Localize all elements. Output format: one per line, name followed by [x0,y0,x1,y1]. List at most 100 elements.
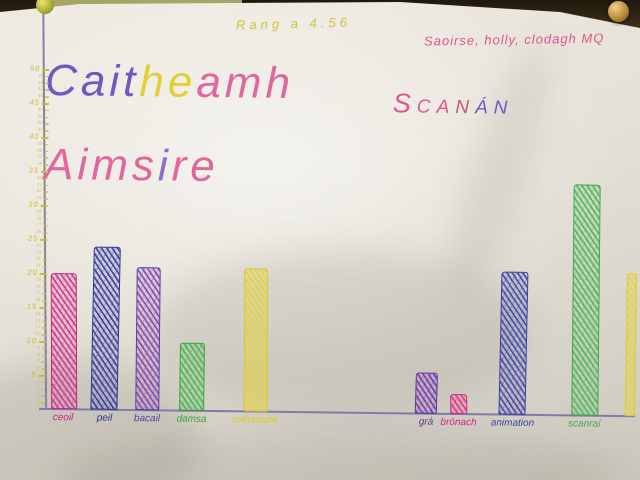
title-letter: a [196,57,226,108]
y-axis-minor-label: 24 [36,242,42,248]
y-axis-tick-label: 30 [28,199,39,209]
y-axis-tick-label: 50 [29,63,41,73]
y-axis-minor-tick [41,361,46,363]
y-axis-minor-label: 27 [36,222,42,228]
bar-scanraí [571,184,601,416]
y-axis-minor-tick [42,259,47,261]
y-axis-minor-tick [41,368,46,370]
title-letter: h [139,57,169,107]
chart-title-scanan: Scanán [393,88,514,120]
y-axis-minor-label: 21 [35,263,41,269]
y-axis-minor-label: 48 [38,79,44,85]
y-axis-tick-label: 10 [26,335,38,345]
y-axis-minor-label: 28 [36,215,42,221]
y-axis-minor-label: 46 [37,93,43,99]
y-axis-minor-label: 3 [36,385,40,391]
y-axis-minor-label: 23 [35,249,42,255]
y-axis-minor-tick [45,75,50,78]
bar-brónach [450,394,468,415]
bar-damsa [179,342,206,411]
y-axis-minor-label: 26 [36,229,42,235]
title-letter: m [224,58,266,108]
y-axis-tick-label: 20 [27,267,38,277]
y-axis-minor-tick [42,334,47,336]
y-axis-minor-label: 22 [35,256,41,262]
paper-shadow [150,250,530,420]
y-axis-minor-tick [42,293,47,295]
title-letter: n [493,89,514,120]
y-axis-tick-label: 5 [31,369,37,379]
y-axis-minor-label: 31 [36,195,42,201]
y-axis-minor-label: 6 [37,365,40,371]
title-letter: C [44,55,82,106]
y-axis-minor-label: 41 [37,127,43,133]
y-axis-major-tick [39,306,47,309]
bar-ceoil [50,273,78,410]
title-letter: i [157,141,172,191]
title-letter: e [167,57,197,107]
x-label-rothaíocht: rothaíocht [232,414,278,426]
y-axis-minor-tick [41,402,46,404]
y-axis-minor-tick [41,347,46,350]
y-axis-minor-label: 29 [36,208,42,214]
gold-pushpin [608,1,629,22]
y-axis-minor-tick [44,109,49,112]
y-axis-minor-label: 36 [37,161,43,167]
y-axis-minor-label: 9 [37,344,40,350]
title-letter: m [90,140,133,191]
y-axis-minor-tick [43,198,48,200]
y-axis-minor-label: 2 [36,392,40,398]
y-axis-minor-label: 1 [36,399,40,405]
y-axis-tick-label: 40 [29,131,40,141]
bar-rothaíocht [243,268,269,412]
y-axis-tick-label: 15 [26,301,38,311]
title-letter: a [436,88,456,119]
y-axis-minor-label: 7 [37,358,40,364]
y-axis-major-tick [38,340,46,343]
y-axis-minor-tick [44,157,49,159]
y-axis-minor-tick [43,191,48,193]
chart-title-caitheamh: Caitheamh [45,56,294,109]
y-axis-minor-tick [43,232,48,234]
title-letter: h [265,58,295,109]
y-axis-minor-tick [45,89,50,91]
y-axis-minor-tick [43,184,48,187]
title-letter: i [109,56,124,106]
y-axis-minor-tick [42,279,47,282]
y-axis-minor-tick [44,130,49,132]
y-axis-minor-tick [43,177,48,180]
x-label-animation: animation [490,417,535,429]
bar-peil [90,246,121,410]
y-axis-minor-tick [42,313,47,316]
title-letter: S [392,88,418,119]
y-axis-minor-tick [42,286,47,289]
title-letter: n [455,88,476,120]
y-axis-major-tick [39,272,47,275]
y-axis-minor-tick [44,116,49,119]
y-axis-minor-label: 13 [35,317,41,323]
x-label-scanraí: scanraí [568,418,601,430]
y-axis-minor-tick [44,150,49,153]
y-axis-minor-tick [41,395,46,397]
y-axis-minor-tick [41,381,46,384]
bar-bacail [135,267,161,411]
y-axis-major-tick [41,170,49,173]
y-axis-minor-label: 44 [37,106,43,112]
y-axis-minor-tick [44,123,49,125]
y-axis-minor-label: 8 [37,351,40,357]
bar-cut-off [624,273,637,417]
y-axis-minor-label: 4 [36,378,40,384]
y-axis-major-tick [40,238,48,241]
y-axis-minor-label: 34 [36,174,42,180]
y-axis-minor-label: 47 [37,86,44,92]
chart-title-aimsire: Aimsire [44,140,219,192]
y-axis-minor-tick [44,164,49,166]
y-axis-minor-label: 16 [35,297,41,303]
title-letter: i [77,140,92,190]
y-axis-minor-tick [42,320,47,323]
y-axis-major-tick [42,68,50,71]
y-axis-major-tick [38,374,46,377]
y-axis-minor-label: 33 [36,181,42,187]
